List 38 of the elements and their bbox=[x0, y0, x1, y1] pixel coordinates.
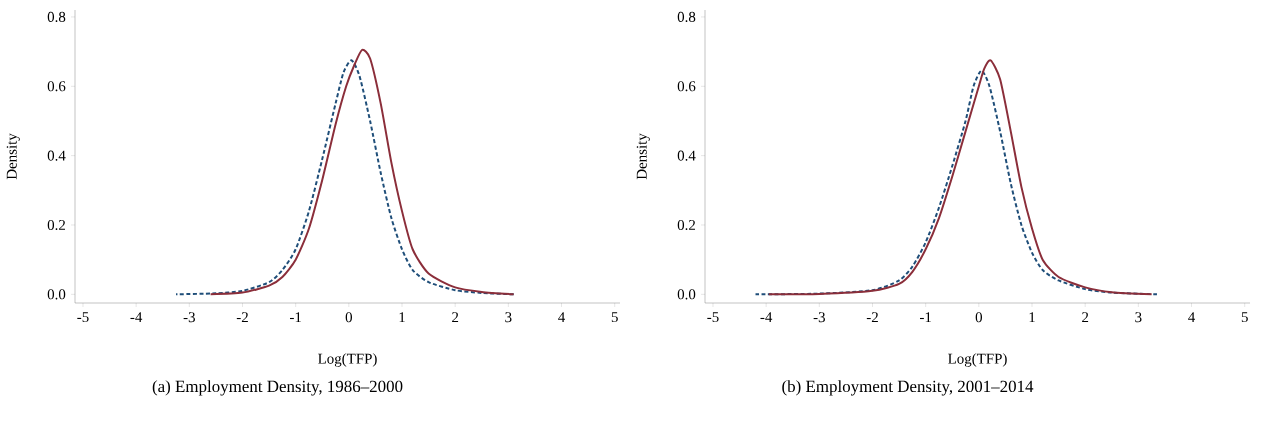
y-tick-label: 0.8 bbox=[677, 11, 696, 23]
x-tick-label: 5 bbox=[1241, 312, 1248, 323]
y-tick-label: 0.6 bbox=[677, 81, 696, 92]
y-axis-title: Density bbox=[636, 133, 650, 180]
y-tick-label: 0.0 bbox=[677, 289, 696, 300]
x-tick-label: -5 bbox=[707, 312, 719, 323]
x-tick-label: 4 bbox=[558, 312, 566, 322]
x-axis-title: Log(TFP) bbox=[948, 353, 1007, 367]
x-axis-title: Log(TFP) bbox=[318, 353, 377, 367]
x-tick-label: 1 bbox=[399, 312, 405, 323]
x-tick-label: -4 bbox=[760, 312, 773, 322]
text: (b) Employment Density, 2001–2014 bbox=[782, 380, 1034, 396]
x-tick-label: -2 bbox=[866, 312, 878, 323]
x-tick-label: -3 bbox=[183, 312, 195, 323]
y-tick-label: 0.4 bbox=[677, 150, 696, 161]
x-tick-label: 0 bbox=[975, 312, 983, 323]
y-tick-label: 0.8 bbox=[47, 11, 66, 23]
x-tick-label: 2 bbox=[452, 312, 459, 323]
x-tick-label: -5 bbox=[77, 312, 89, 323]
x-tick-label: 5 bbox=[611, 312, 618, 323]
x-tick-label: 0 bbox=[345, 312, 353, 323]
x-tick-label: 3 bbox=[505, 312, 512, 323]
x-tick-label: 2 bbox=[1082, 312, 1089, 323]
x-tick-label: 1 bbox=[1029, 312, 1035, 323]
y-tick-label: 0.2 bbox=[677, 219, 696, 231]
y-tick-label: 0.6 bbox=[47, 81, 66, 92]
x-tick-label: -3 bbox=[813, 312, 825, 323]
y-tick-label: 0.4 bbox=[47, 150, 66, 161]
x-tick-label: -1 bbox=[919, 312, 931, 323]
x-tick-label: 3 bbox=[1135, 312, 1142, 323]
y-tick-label: 0.2 bbox=[47, 219, 65, 231]
text: (a) Employment Density, 1986–2000 bbox=[152, 380, 403, 396]
y-tick-label: 0.0 bbox=[47, 289, 66, 300]
x-tick-label: 4 bbox=[1188, 312, 1196, 322]
x-tick-label: -4 bbox=[130, 312, 143, 322]
x-tick-label: -1 bbox=[289, 312, 301, 323]
y-axis-title: Density bbox=[6, 133, 20, 180]
x-tick-label: -2 bbox=[236, 312, 248, 323]
